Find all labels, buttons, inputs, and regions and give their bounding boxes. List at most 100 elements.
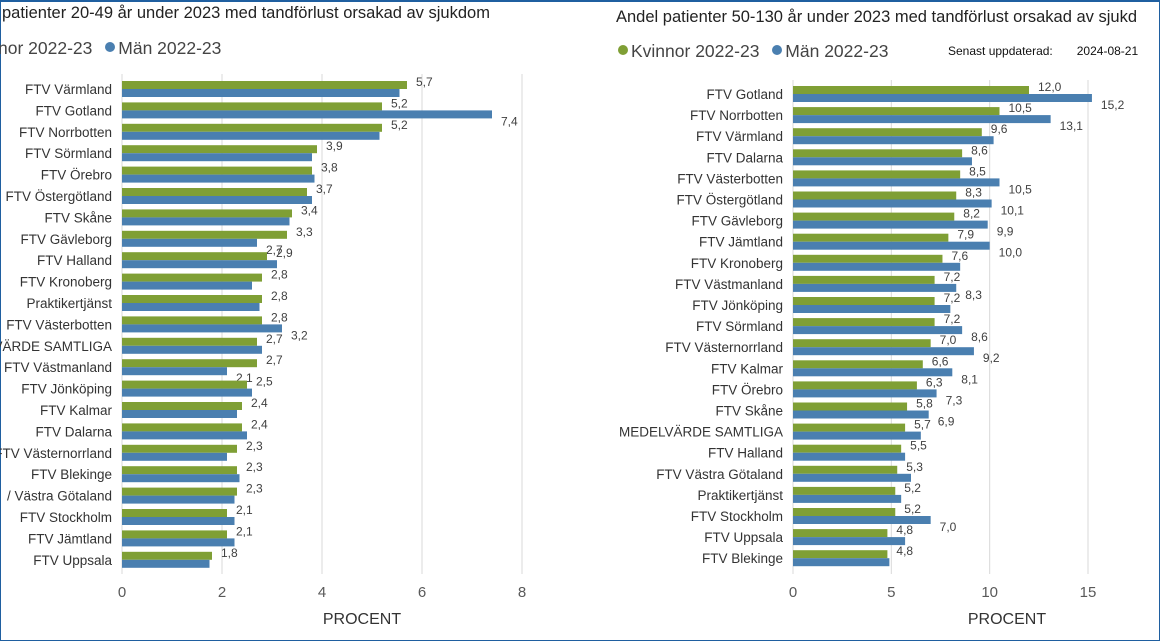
category-label-ftv-skåne: FTV Skåne <box>715 404 783 419</box>
bar-women-ftv-västerbotten <box>122 316 262 325</box>
value-label-men: 7,4 <box>501 114 518 128</box>
x-axis-title: PROCENT <box>323 611 401 628</box>
category-label-ftv-kalmar: FTV Kalmar <box>40 403 113 418</box>
bar-men-ftv-östergötland <box>793 199 992 208</box>
bar-women-ftv-norrbotten <box>122 123 382 132</box>
bar-men-ftv-gotland <box>122 110 492 119</box>
category-label-ftv-gotland: FTV Gotland <box>706 87 783 102</box>
bar-women-ftv-norrbotten <box>793 107 1000 116</box>
value-label-women: 8,5 <box>969 164 986 178</box>
value-label-women: 1,8 <box>221 546 238 560</box>
bar-women-ftv-blekinge <box>122 466 237 475</box>
value-label-women: 3,8 <box>321 161 338 175</box>
bar-men-ftv-gävleborg <box>122 238 257 247</box>
legend-item-women: nor 2022-23 <box>0 38 92 58</box>
bar-men-medelvärde-samtliga <box>793 431 921 440</box>
bar-men-ftv-kalmar <box>122 410 237 418</box>
category-label-ftv-västerbotten: FTV Västerbotten <box>6 317 112 332</box>
category-label-ftv-skåne: FTV Skåne <box>44 210 112 225</box>
bar-men-ftv-dalarna <box>122 431 247 440</box>
bar-women-praktikertjänst <box>793 486 896 495</box>
value-label-women: 5,8 <box>916 397 933 411</box>
bar-men-ftv-västernorrland <box>122 452 227 461</box>
bar-men-ftv-halland <box>122 260 277 269</box>
value-label-women: 3,7 <box>316 182 333 196</box>
category-label-ftv-värmland: FTV Värmland <box>696 129 783 144</box>
value-label-women: 7,6 <box>951 249 968 263</box>
bar-women-medelvärde-samtliga <box>793 423 906 432</box>
x-tick-label: 8 <box>518 584 526 601</box>
bar-women-ftv-värmland <box>793 128 982 137</box>
chart-panel-left: patienter 20-49 år under 2023 med tandfö… <box>0 0 570 640</box>
value-label-women: 6,6 <box>932 354 949 368</box>
category-label-ftv-kronoberg: FTV Kronoberg <box>20 275 112 290</box>
bar-men-ftv-örebro <box>793 389 937 398</box>
value-label-men: 7,0 <box>940 520 957 534</box>
bar-men-ftv-västra-götaland <box>793 473 911 482</box>
bar-men-ftv-kronoberg <box>793 262 961 271</box>
value-label-women: 2,3 <box>246 439 263 453</box>
x-axis-title: PROCENT <box>968 611 1046 628</box>
value-label-women: 5,7 <box>416 75 433 89</box>
value-label-women: 5,2 <box>904 481 921 495</box>
value-label-women: 3,3 <box>296 225 313 239</box>
chart-title-right: Andel patienter 50-130 år under 2023 med… <box>616 8 1137 26</box>
value-label-men: 7,3 <box>946 393 963 407</box>
value-label-men: 15,2 <box>1101 98 1125 112</box>
bar-women-ftv-halland <box>122 252 267 261</box>
bar-men-värde-samtliga <box>122 345 262 354</box>
value-label-women: 2,9 <box>276 246 293 260</box>
value-label-women: 7,2 <box>944 312 961 326</box>
value-label-women: 2,3 <box>246 460 263 474</box>
bar-women-ftv-jämtland <box>793 233 949 242</box>
x-tick-label: 15 <box>1080 584 1097 601</box>
category-label-ftv-gotland: FTV Gotland <box>35 103 112 118</box>
value-label-women: 2,8 <box>271 310 288 324</box>
bar-chart-left: FTV Värmland 5,7 FTV Gotland 5,2 7,4 FTV Norr… <box>0 74 526 628</box>
bar-women-ftv-västernorrland <box>793 339 931 348</box>
legend-label-women: Kvinnor 2022-23 <box>631 41 760 61</box>
bar-women-ftv-västmanland <box>793 275 935 284</box>
bar-women-ftv-västra-götaland <box>793 465 898 474</box>
value-label-women: 2,4 <box>251 417 268 431</box>
value-label-women: 8,2 <box>963 207 980 221</box>
category-label-ftv-kronoberg: FTV Kronoberg <box>691 256 783 271</box>
value-label-women: 2,1 <box>236 503 253 517</box>
value-label-women: 4,8 <box>896 544 913 558</box>
value-label-women: 12,0 <box>1038 80 1062 94</box>
category-label-medelvärde-samtliga: MEDELVÄRDE SAMTLIGA <box>619 425 783 440</box>
bar-women-ftv-gävleborg <box>793 212 955 221</box>
value-label-men: 8,3 <box>965 288 982 302</box>
bar-men-ftv-dalarna <box>793 157 972 166</box>
value-label-men: 9,9 <box>997 225 1014 239</box>
value-label-men: 10,1 <box>1001 204 1025 218</box>
chart-panel-right: Andel patienter 50-130 år under 2023 med… <box>570 0 1160 640</box>
bar-men-praktikertjänst <box>793 494 902 503</box>
bar-men-ftv-kronoberg <box>122 281 252 290</box>
bar-men-ftv-västernorrland <box>793 347 974 356</box>
bar-women-ftv-örebro <box>122 166 312 175</box>
category-label-ftv-sörmland: FTV Sörmland <box>25 146 112 161</box>
category-label-ftv-dalarna: FTV Dalarna <box>35 424 112 439</box>
bar-women-ftv-västmanland <box>122 359 257 368</box>
bar-women-västra-götaland <box>122 487 237 496</box>
category-label-ftv-kalmar: FTV Kalmar <box>711 361 784 376</box>
value-label-men: 10,0 <box>999 246 1023 260</box>
category-label-ftv-västra-götaland: FTV Västra Götaland <box>656 467 783 482</box>
bar-women-ftv-blekinge <box>793 550 888 559</box>
value-label-women: 2,3 <box>246 482 263 496</box>
category-label-ftv-västerbotten: FTV Västerbotten <box>677 171 783 186</box>
value-label-men: 6,9 <box>938 415 955 429</box>
category-label-ftv-blekinge: FTV Blekinge <box>31 467 112 482</box>
value-label-women: 5,7 <box>914 418 931 432</box>
category-label-ftv-norrbotten: FTV Norrbotten <box>19 125 112 140</box>
bar-men-ftv-gävleborg <box>793 220 988 229</box>
bar-women-ftv-stockholm <box>793 508 896 516</box>
legend-right: Kvinnor 2022-23 Män 2022-23 <box>614 41 888 62</box>
bar-men-ftv-västmanland <box>793 283 957 292</box>
value-label-women: 2,8 <box>271 289 288 303</box>
value-label-women: 5,2 <box>391 118 408 132</box>
value-label-men: 10,5 <box>1009 182 1033 196</box>
value-label-women: 8,3 <box>965 186 982 200</box>
bar-women-ftv-kalmar <box>122 402 242 410</box>
